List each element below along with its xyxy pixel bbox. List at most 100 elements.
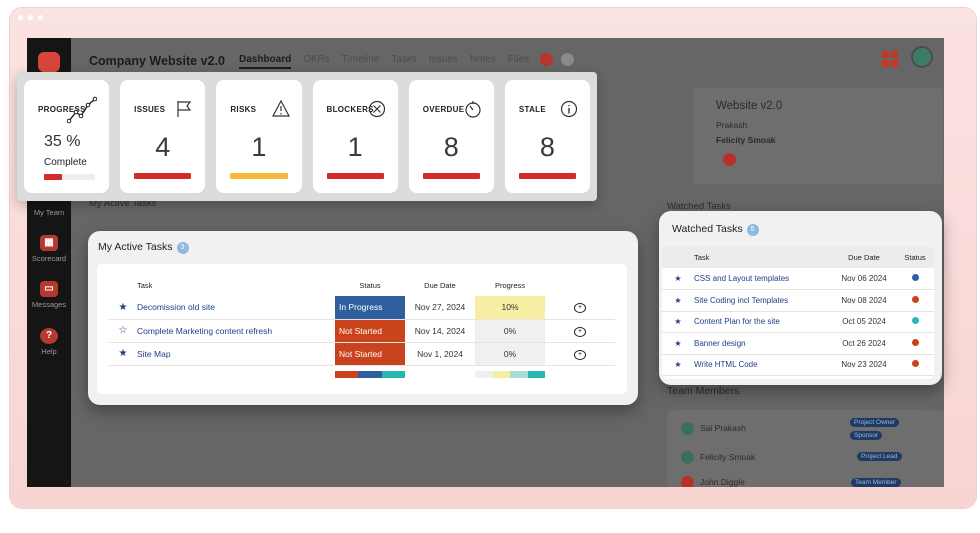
add-comment-icon[interactable]: + [574,326,586,337]
watched-tasks-title: Watched Tasks [672,223,743,235]
user-avatar[interactable] [911,46,933,68]
progress-caption: Complete [44,157,87,168]
tab-timeline[interactable]: Timeline [341,54,380,65]
favorite-star-icon[interactable]: ★ [118,301,128,313]
task-link[interactable]: Content Plan for the site [694,311,832,333]
apps-grid-icon[interactable] [882,51,898,67]
settings-icon[interactable] [561,53,574,66]
progress-cell[interactable]: 0% [475,319,545,343]
project-title: Company Website v2.0 [89,54,225,68]
task-link[interactable]: Site Coding incl Templates [694,289,832,312]
table-row[interactable]: ★ Banner design Oct 26 2024 [662,332,934,355]
add-comment-icon[interactable]: + [574,349,586,360]
sidebar-item-help[interactable]: ? Help [27,328,71,356]
trend-line-icon [67,96,98,124]
star-icon[interactable]: ★ [662,332,694,355]
task-link[interactable]: Complete Marketing content refresh [137,319,335,343]
star-icon[interactable]: ★ [662,268,694,290]
table-row[interactable]: ★ Content Plan for the site Oct 05 2024 [662,311,934,333]
progress-card[interactable]: PROGRESS 35 % Complete [24,80,110,193]
help-icon: ? [40,328,58,344]
progress-bar-fill [44,174,62,180]
watched-tasks-table: Task Due Date Status ★ CSS and Layout tem… [662,246,934,376]
sidebar-item-messages[interactable]: ▭ Messages [27,281,71,309]
stale-bar [518,173,577,179]
star-icon[interactable]: ★ [662,289,694,312]
my-active-heading-bg: My Active Tasks [89,198,157,209]
star-icon[interactable]: ★ [662,354,694,376]
sidebar-item-label: Help [41,347,57,356]
tab-notes[interactable]: Notes [469,54,496,65]
status-cell[interactable]: Not Started [335,319,405,343]
progress-label: PROGRESS [38,105,86,114]
active-tasks-title: My Active Tasks [98,241,173,253]
stale-label: STALE [518,105,546,114]
table-row[interactable]: ☆ Complete Marketing content refresh Not S… [109,319,615,343]
risks-label: RISKS [230,105,257,114]
scorecard-icon: ▦ [40,235,58,251]
table-row[interactable]: ★ Site Map Not Started Nov 1, 2024 0% + [109,342,615,366]
task-link[interactable]: Banner design [694,332,832,355]
risks-value: 1 [251,132,267,162]
watched-tasks-heading: Watched Tasks 5 [672,223,759,236]
watched-heading-bg: Watched Tasks [667,201,731,212]
progress-cell[interactable]: 10% [475,296,545,320]
progress-value: 35 % [44,133,81,150]
issues-label: ISSUES [134,105,166,114]
task-link[interactable]: Decomission old site [137,296,335,320]
sidebar-item-my-team[interactable]: My Team [27,208,71,217]
progress-summary-bar [475,371,545,378]
tab-files[interactable]: Files [507,54,530,65]
active-tasks-heading: My Active Tasks 3 [98,241,189,254]
stale-card[interactable]: STALE 8 [504,80,591,193]
avatar [681,451,694,464]
tab-issues[interactable]: Issues [428,54,458,65]
my-active-tasks-panel: My Active Tasks 3 Task Status Due Date Pr… [88,231,638,405]
due-date-cell: Nov 08 2024 [832,289,896,312]
progress-cell[interactable]: 0% [475,342,545,366]
role-badge: Team Member [851,478,901,487]
project-tabs: Dashboard OKRs Timeline Tasks Issues Not… [239,54,529,69]
status-dot [911,317,919,325]
issues-value: 4 [155,132,171,162]
issues-card[interactable]: ISSUES 4 [120,80,206,193]
blockers-card[interactable]: BLOCKERS 1 [312,80,398,193]
overdue-card[interactable]: OVERDUE 8 [408,80,494,193]
task-link[interactable]: Write HTML Code [694,354,832,376]
team-member-name: Felicity Smoak [700,452,756,462]
table-header-row: Task Status Due Date Progress [109,274,615,296]
info-icon [560,100,578,118]
count-badge: 5 [746,224,759,236]
tab-dashboard[interactable]: Dashboard [239,54,292,69]
sidebar-item-scorecard[interactable]: ▦ Scorecard [27,235,71,263]
sidebar-item-label: Messages [31,300,67,309]
role-badge: Project Owner [850,418,900,427]
blockers-label: BLOCKERS [326,105,374,114]
favorite-star-icon[interactable]: ★ [118,348,128,359]
overdue-value: 8 [443,132,459,162]
table-row[interactable]: ★ Write HTML Code Nov 23 2024 [662,354,934,376]
favorite-star-icon[interactable]: ☆ [118,325,128,336]
table-row[interactable]: ★ CSS and Layout templates Nov 06 2024 [662,268,934,290]
star-icon[interactable]: ★ [662,311,694,333]
task-link[interactable]: Site Map [137,342,335,366]
task-link[interactable]: CSS and Layout templates [694,268,832,290]
table-row[interactable]: ★ Decomission old site In Progress Nov 27, … [109,296,615,320]
status-dot [911,360,919,368]
status-cell[interactable]: Not Started [335,342,405,366]
column-header-due-date: Due Date [832,246,896,268]
risks-card[interactable]: RISKS 1 [216,80,302,193]
team-member-name: Sai Prakash [700,423,746,433]
tab-tasks[interactable]: Tasks [391,54,417,65]
due-date-cell: Nov 1, 2024 [405,342,475,366]
status-summary-bar [335,371,405,378]
tab-okrs[interactable]: OKRs [303,54,330,65]
avatar [681,422,694,435]
app-logo-icon[interactable] [38,52,60,72]
add-comment-icon[interactable]: + [574,303,586,314]
column-header-status: Status [896,246,934,268]
status-cell[interactable]: In Progress [335,296,405,320]
delete-icon[interactable] [540,53,553,66]
due-date-cell: Oct 26 2024 [832,332,896,355]
table-row[interactable]: ★ Site Coding incl Templates Nov 08 2024 [662,289,934,312]
